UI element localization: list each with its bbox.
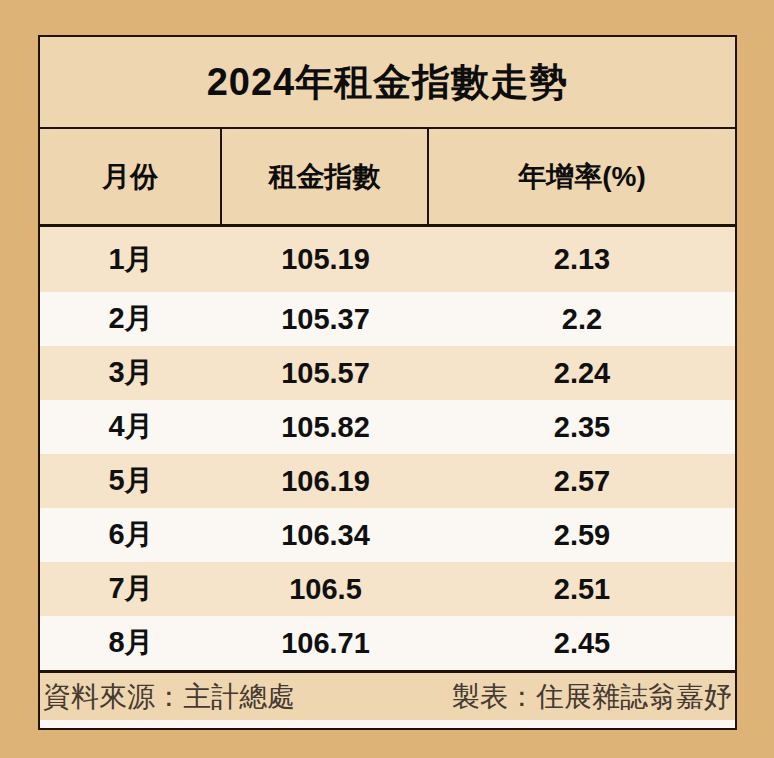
cell-yoy: 2.2 — [429, 292, 735, 346]
table-row: 6月 106.34 2.59 — [40, 508, 735, 562]
table-row: 4月 105.82 2.35 — [40, 400, 735, 454]
cell-yoy: 2.59 — [429, 508, 735, 562]
table-row: 1月 105.19 2.13 — [40, 227, 735, 292]
header-cell-rent-index: 租金指數 — [222, 129, 429, 224]
footer-source: 資料來源：主計總處 — [43, 678, 295, 716]
cell-month: 1月 — [40, 227, 222, 292]
cell-yoy: 2.13 — [429, 227, 735, 292]
cell-rent-index: 106.34 — [222, 508, 429, 562]
footer: 資料來源：主計總處 製表：住展雜誌翁嘉妤 — [40, 670, 735, 720]
cell-month: 6月 — [40, 508, 222, 562]
cell-rent-index: 106.5 — [222, 562, 429, 616]
header-cell-yoy: 年增率(%) — [429, 129, 735, 224]
page-title: 2024年租金指數走勢 — [40, 37, 735, 129]
cell-rent-index: 105.37 — [222, 292, 429, 346]
cell-rent-index: 105.82 — [222, 400, 429, 454]
table-row: 8月 106.71 2.45 — [40, 616, 735, 670]
cell-month: 4月 — [40, 400, 222, 454]
cell-rent-index: 106.71 — [222, 616, 429, 670]
header-cell-month: 月份 — [40, 129, 222, 224]
table-row: 2月 105.37 2.2 — [40, 292, 735, 346]
cell-yoy: 2.24 — [429, 346, 735, 400]
cell-yoy: 2.57 — [429, 454, 735, 508]
cell-yoy: 2.51 — [429, 562, 735, 616]
rent-index-table-card: 2024年租金指數走勢 月份 租金指數 年增率(%) 1月 105.19 2.1… — [38, 35, 737, 730]
table-row: 5月 106.19 2.57 — [40, 454, 735, 508]
cell-rent-index: 105.57 — [222, 346, 429, 400]
footer-credit: 製表：住展雜誌翁嘉妤 — [452, 678, 732, 716]
cell-month: 5月 — [40, 454, 222, 508]
table-row: 7月 106.5 2.51 — [40, 562, 735, 616]
cell-rent-index: 106.19 — [222, 454, 429, 508]
cell-month: 2月 — [40, 292, 222, 346]
cell-rent-index: 105.19 — [222, 227, 429, 292]
table-header-row: 月份 租金指數 年增率(%) — [40, 129, 735, 227]
cell-month: 7月 — [40, 562, 222, 616]
cell-month: 3月 — [40, 346, 222, 400]
cell-yoy: 2.35 — [429, 400, 735, 454]
table-row: 3月 105.57 2.24 — [40, 346, 735, 400]
cell-yoy: 2.45 — [429, 616, 735, 670]
cell-month: 8月 — [40, 616, 222, 670]
